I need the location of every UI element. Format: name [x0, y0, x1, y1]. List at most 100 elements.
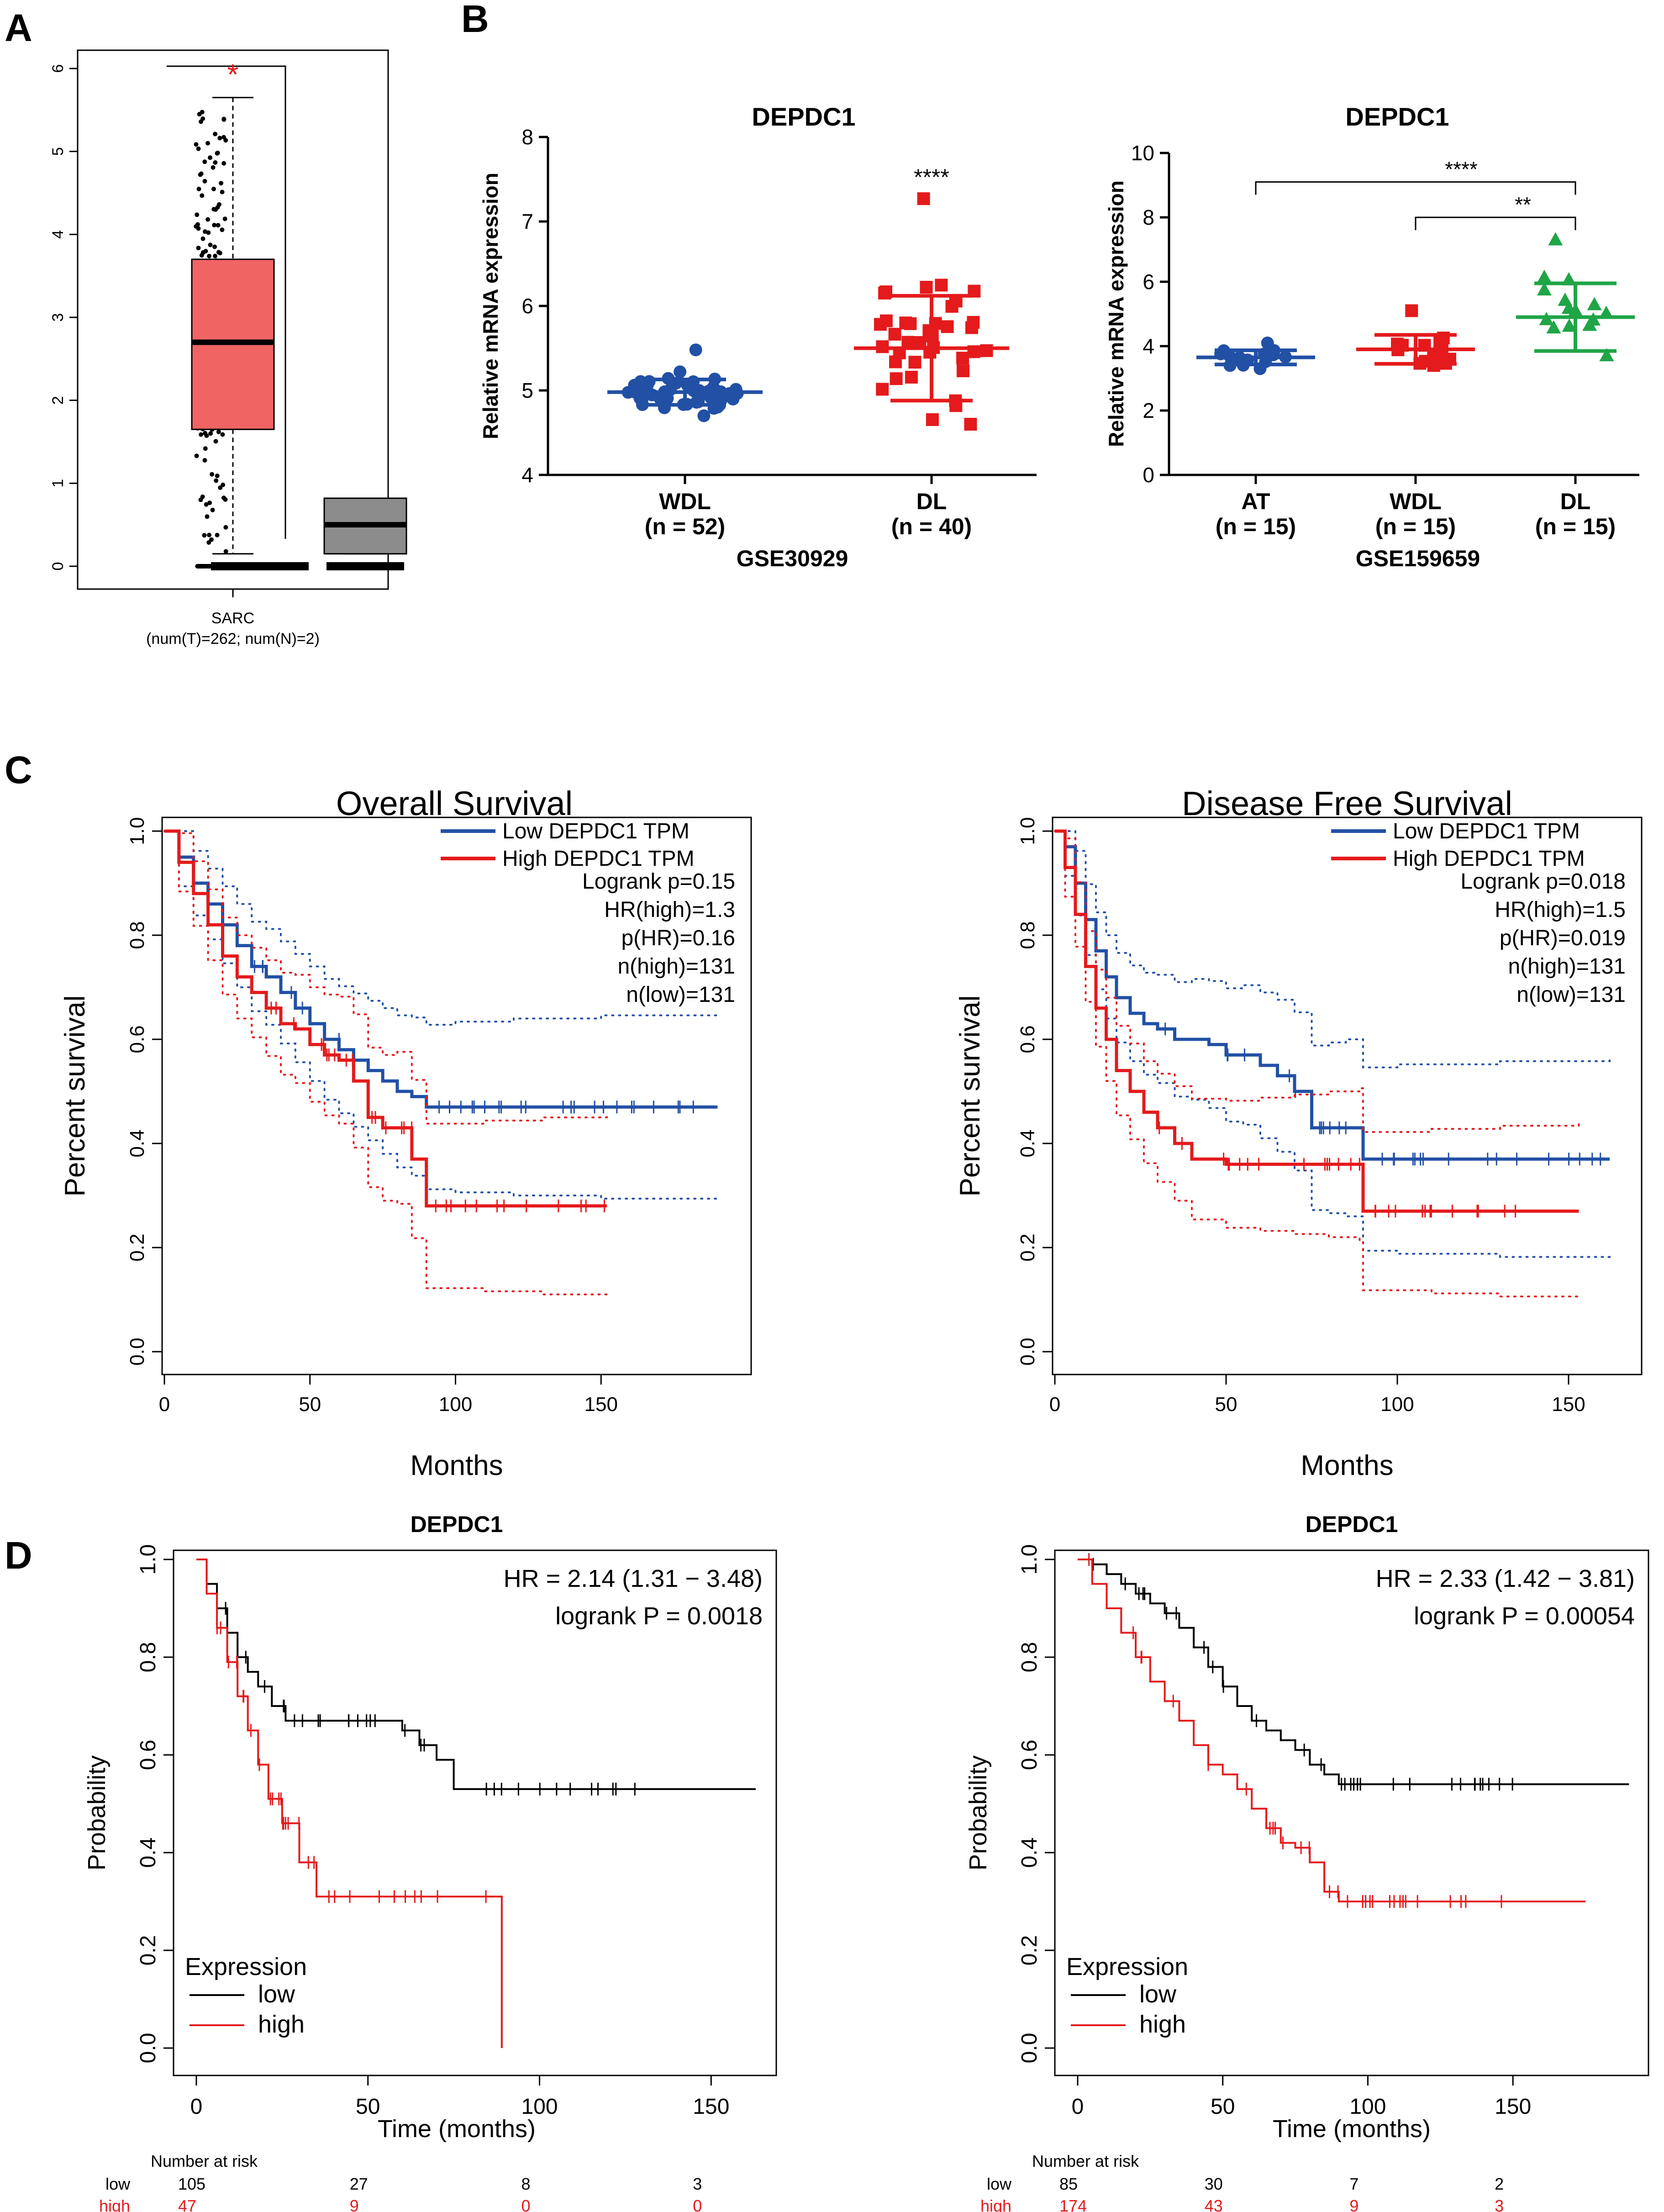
chart-a-data-point	[203, 446, 208, 451]
d2-legend-label: low	[1139, 1980, 1177, 2008]
chart-a-data-point	[215, 533, 220, 537]
chart-a-y-axis: 0123456	[49, 64, 78, 571]
chart-a-data-point	[221, 495, 226, 500]
b2-point-wdl	[1405, 304, 1418, 317]
c1-legend-label: Low DEPDC1 TPM	[502, 819, 690, 843]
d1-y-tick-label: 1.0	[136, 1544, 160, 1575]
chart-a-x-label: SARC	[211, 610, 254, 627]
b2-x-label-n: (n = 15)	[1375, 514, 1456, 539]
chart-a-data-point	[201, 237, 205, 241]
d1-risk-row-label: low	[105, 2175, 131, 2193]
d1-x-tick-label: 150	[693, 2095, 729, 2119]
d1-y-tick-label: 0.8	[136, 1642, 160, 1673]
c1-stat: HR(high)=1.3	[604, 898, 735, 922]
d2-stat: logrank P = 0.00054	[1414, 1602, 1635, 1630]
chart-a-y-tick-label: 2	[49, 396, 67, 405]
d1-y-tick-label: 0.4	[136, 1838, 160, 1868]
b2-x-label: WDL	[1390, 489, 1442, 514]
c2-y-tick-label: 0.6	[1016, 1025, 1039, 1053]
b1-y-tick-label: 7	[521, 210, 533, 233]
chart-d2: DEPDC1 0 50 100 1500.00.20.40.60.81.0 HR = …	[964, 1512, 1648, 2212]
b1-y-tick-label: 6	[521, 294, 533, 318]
d2-legend-label: high	[1139, 2011, 1186, 2038]
c2-y-tick-label: 0.0	[1016, 1338, 1039, 1365]
chart-a-data-point	[205, 514, 210, 519]
b2-point-dl	[1537, 270, 1552, 283]
b1-point-dl	[956, 352, 969, 364]
d2-risk-value: 30	[1205, 2175, 1223, 2193]
d1-risk-value: 0	[521, 2196, 531, 2212]
figure-page: A B C D 0123456 * SARC (num(T)=262; num(…	[0, 0, 1664, 2212]
chart-d1-axes: 0 50 100 1500.00.20.40.60.81.0	[136, 1544, 729, 2119]
d2-risk-value: 2	[1495, 2175, 1504, 2193]
d2-curve	[1078, 1559, 1629, 1784]
b1-y-tick-label: 4	[521, 463, 533, 487]
d2-risk-value: 3	[1495, 2196, 1504, 2212]
d1-legend-title: Expression	[185, 1953, 307, 1980]
b1-x-label: DL	[916, 489, 947, 514]
c2-x-tick-label: 0	[1049, 1393, 1060, 1416]
c1-y-tick-label: 0.4	[126, 1129, 148, 1157]
c2-legend-label: Low DEPDC1 TPM	[1393, 819, 1580, 843]
chart-a-data-point	[213, 160, 217, 165]
chart-a-data-point	[207, 533, 211, 537]
panel-label-a: A	[5, 6, 32, 49]
d2-risk-row-label: low	[987, 2175, 1012, 2193]
chart-a-data-point	[194, 142, 199, 147]
chart-d1-y-label: Probability	[83, 1755, 111, 1870]
chart-a-data-point	[206, 540, 211, 545]
b1-point-dl	[980, 344, 993, 357]
chart-b2: DEPDC1 0246810 AT(n = 15)WDL(n = 15)DL(n…	[1104, 102, 1639, 571]
chart-a-data-point	[207, 254, 211, 258]
chart-a-data-point	[220, 227, 224, 232]
b1-point-wdl	[690, 343, 702, 356]
d2-risk-value: 43	[1205, 2196, 1223, 2212]
b2-y-tick-label: 6	[1143, 270, 1154, 294]
b1-point-wdl	[674, 365, 686, 378]
c1-stat: Logrank p=0.15	[582, 869, 735, 894]
b1-point-dl	[879, 285, 892, 298]
chart-a-data-point	[196, 246, 201, 250]
d2-risk-value: 7	[1349, 2175, 1359, 2193]
chart-b2-dataset: GSE159659	[1356, 546, 1480, 571]
d1-x-tick-label: 50	[356, 2095, 380, 2119]
c1-y-tick-label: 0.8	[126, 921, 148, 949]
chart-b1: DEPDC1 45678 WDL(n = 52)DL(n = 40) Relat…	[479, 102, 1037, 571]
d1-y-tick-label: 0.2	[136, 1935, 160, 1966]
chart-a-data-point	[223, 525, 228, 530]
chart-b1-x-labels: WDL(n = 52) DL(n = 40)	[645, 475, 972, 539]
d1-stat: logrank P = 0.0018	[555, 1602, 763, 1630]
chart-a-data-point	[208, 242, 213, 247]
chart-d2-risk-table: Number at risklow 85 30 7 2high 174 43 9 3	[980, 2152, 1504, 2212]
chart-a-data-point	[197, 112, 202, 116]
b2-point-wdl	[1436, 350, 1448, 363]
d1-legend-label: low	[258, 1980, 295, 2008]
c2-stat: p(HR)=0.019	[1500, 926, 1626, 950]
b2-significance-bracket	[1416, 217, 1575, 230]
b2-x-label-n: (n = 15)	[1216, 514, 1296, 539]
chart-a-data-point	[210, 472, 214, 477]
c2-stat: Logrank p=0.018	[1460, 869, 1626, 894]
c1-y-tick-label: 0.0	[126, 1338, 148, 1365]
c1-x-tick-label: 50	[299, 1393, 321, 1416]
d1-risk-value: 27	[350, 2175, 368, 2193]
chart-a-data-point	[196, 147, 201, 151]
chart-a-data-point	[203, 458, 207, 463]
b1-point-dl	[964, 418, 977, 431]
chart-a-data-point	[199, 172, 204, 176]
chart-b1-points	[607, 192, 1009, 431]
chart-a-data-point	[197, 187, 201, 191]
chart-c2-legend: Low DEPDC1 TPMHigh DEPDC1 TPMLogrank p=0…	[1331, 819, 1626, 1007]
chart-a-data-point	[211, 508, 215, 512]
d2-risk-row-label: high	[980, 2196, 1011, 2212]
b1-x-label-n: (n = 40)	[891, 514, 972, 539]
c2-x-tick-label: 50	[1215, 1393, 1237, 1416]
chart-a-data-point	[205, 141, 210, 146]
chart-a-data-point	[195, 453, 199, 458]
d1-risk-value: 9	[350, 2196, 359, 2212]
chart-a-data-point	[208, 155, 212, 160]
b1-point-dl	[941, 320, 954, 333]
chart-c1-y-label: Percent survival	[59, 995, 91, 1196]
b1-point-dl	[917, 192, 930, 205]
b2-point-dl	[1548, 232, 1563, 245]
